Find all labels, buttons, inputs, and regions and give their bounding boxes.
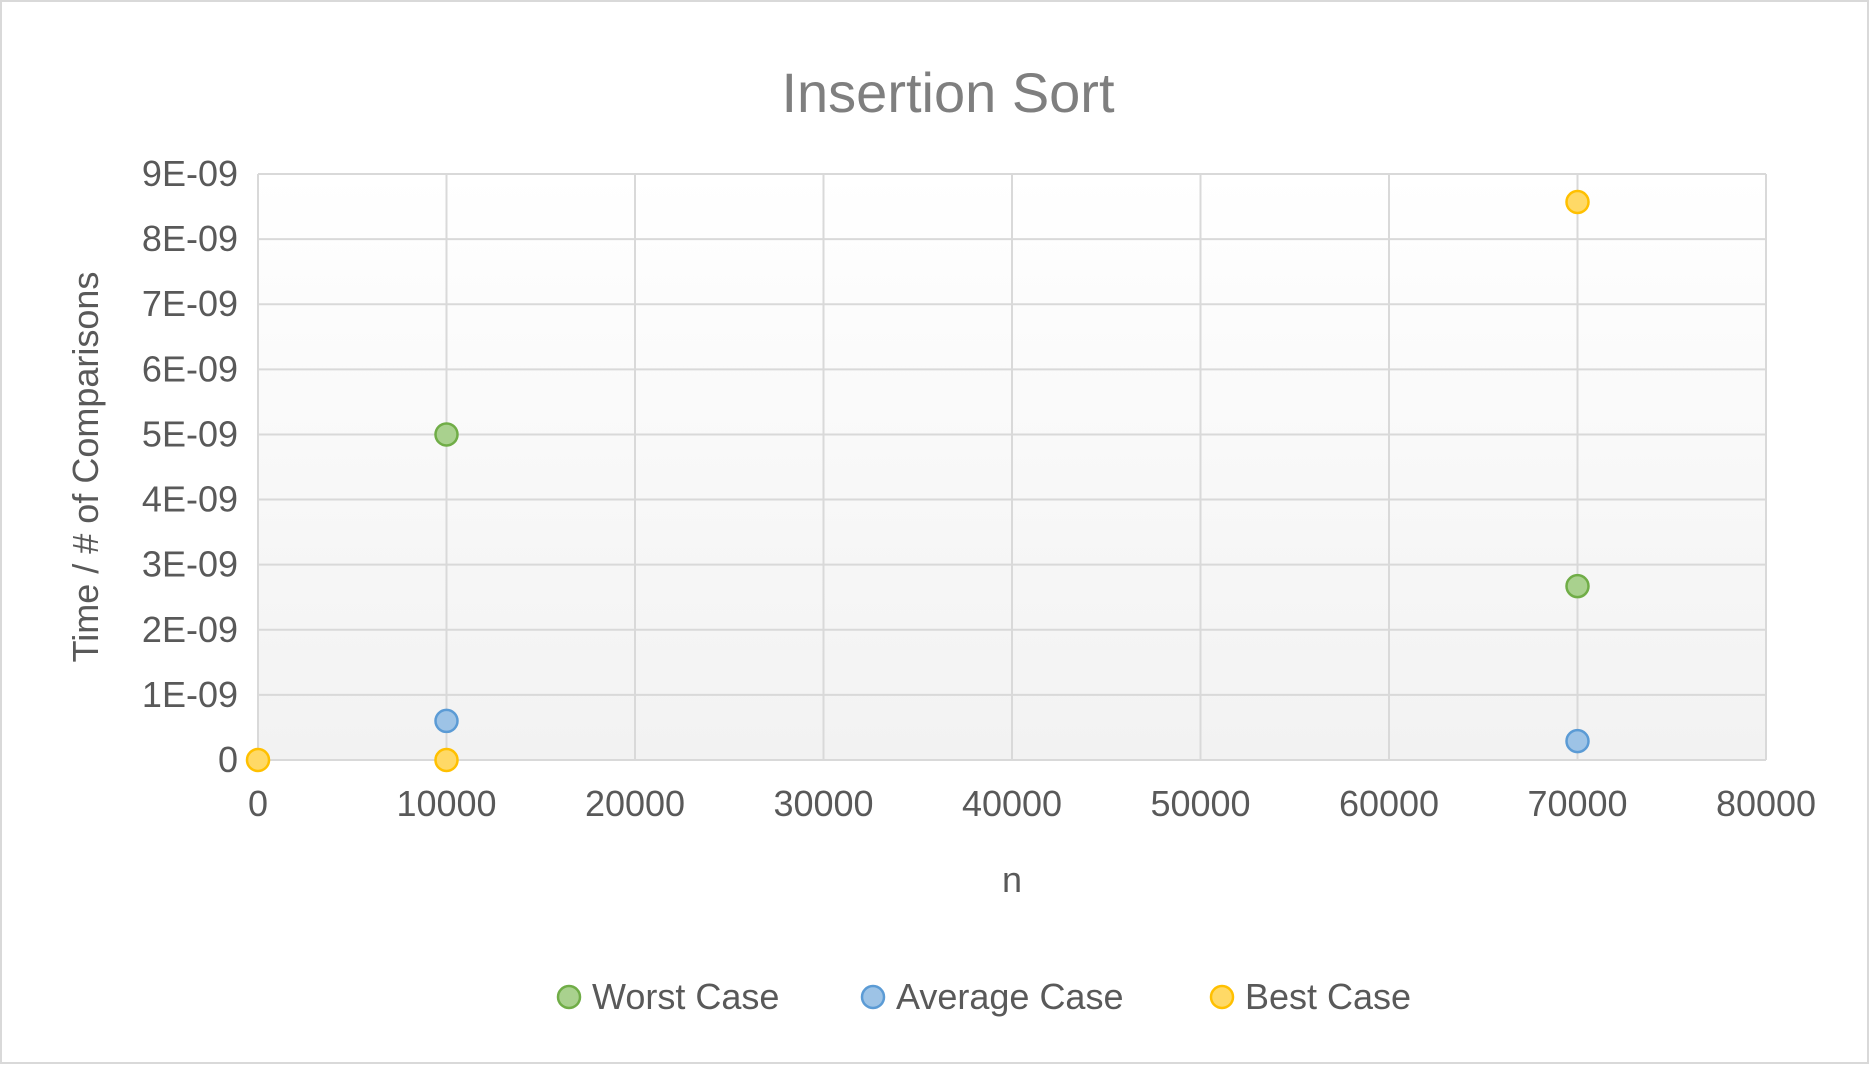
x-tick-label: 0 (248, 783, 268, 824)
y-tick-label: 3E-09 (142, 544, 238, 585)
legend-label: Best Case (1245, 976, 1411, 1017)
x-axis-title: n (1002, 859, 1022, 900)
x-tick-label: 30000 (773, 783, 873, 824)
data-point (434, 708, 459, 734)
x-tick-label: 80000 (1716, 783, 1816, 824)
legend-marker (1209, 984, 1235, 1010)
y-tick-label: 6E-09 (142, 348, 238, 389)
legend-marker (860, 984, 886, 1010)
gridlines (257, 173, 1767, 761)
tick-labels: 0 1E-09 2E-09 3E-09 4E-09 5E-09 6E-09 7E-09 8E-0… (142, 153, 1816, 824)
legend-item: Best Case (1209, 976, 1411, 1017)
y-tick-label: 8E-09 (142, 218, 238, 259)
y-axis-title: Time / # of Comparisons (65, 272, 106, 663)
x-tick-label: 40000 (962, 783, 1062, 824)
y-tick-label: 5E-09 (142, 413, 238, 454)
x-tick-label: 10000 (396, 783, 496, 824)
legend: Worst Case Average Case Best Case (556, 976, 1411, 1017)
x-tick-label: 20000 (585, 783, 685, 824)
y-tick-label: 7E-09 (142, 283, 238, 324)
y-tick-label: 0 (218, 739, 238, 780)
y-tick-label: 1E-09 (142, 674, 238, 715)
y-tick-label: 2E-09 (142, 609, 238, 650)
data-point (434, 747, 459, 773)
data-points (245, 189, 1590, 773)
data-point (1565, 189, 1590, 215)
data-point (1565, 728, 1590, 754)
y-tick-label: 9E-09 (142, 153, 238, 194)
data-point (1565, 573, 1590, 599)
chart-title: Insertion Sort (781, 61, 1114, 124)
legend-item: Worst Case (556, 976, 779, 1017)
legend-marker (556, 984, 582, 1010)
x-tick-label: 70000 (1527, 783, 1627, 824)
legend-label: Worst Case (592, 976, 779, 1017)
x-tick-label: 60000 (1339, 783, 1439, 824)
data-point (434, 422, 459, 447)
legend-label: Average Case (896, 976, 1123, 1017)
x-tick-label: 50000 (1150, 783, 1250, 824)
legend-item: Average Case (860, 976, 1123, 1017)
y-tick-label: 4E-09 (142, 479, 238, 520)
data-point (245, 747, 271, 773)
